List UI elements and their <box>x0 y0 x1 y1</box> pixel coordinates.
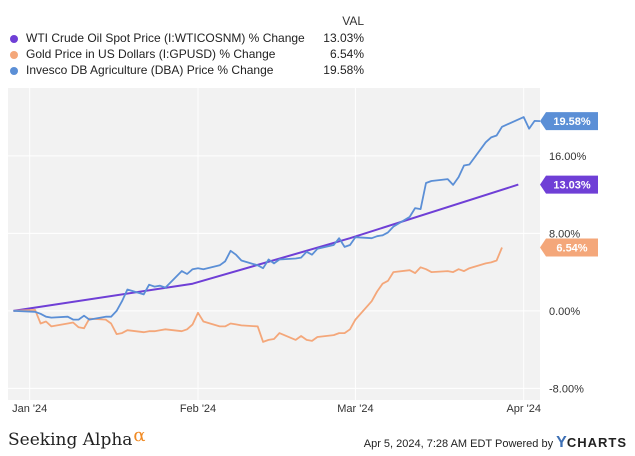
x-tick-label: Apr '24 <box>506 403 541 415</box>
y-tick-label: -8.00% <box>549 383 584 395</box>
brand-name: Seeking Alpha <box>8 430 133 450</box>
legend-label: Invesco DB Agriculture (DBA) Price % Cha… <box>26 63 274 77</box>
plot-area <box>8 88 540 400</box>
legend-item-dba[interactable]: Invesco DB Agriculture (DBA) Price % Cha… <box>8 63 368 79</box>
footer-credit: Apr 5, 2024, 7:28 AM EDT Powered by YCHA… <box>364 434 627 452</box>
legend-label: Gold Price in US Dollars (I:GPUSD) % Cha… <box>26 47 276 61</box>
legend-item-gold[interactable]: Gold Price in US Dollars (I:GPUSD) % Cha… <box>8 47 368 63</box>
timestamp: Apr 5, 2024, 7:28 AM EDT Powered by <box>363 438 554 450</box>
ycharts-logo-mark: Y <box>556 434 567 451</box>
alpha-symbol: α <box>133 425 146 446</box>
x-tick-label: Feb '24 <box>180 403 216 415</box>
end-value-tag: 19.58% <box>540 112 598 131</box>
ycharts-logo-text: CHARTS <box>566 435 627 450</box>
end-value-tag-bg <box>540 175 598 194</box>
series-line <box>13 116 541 321</box>
end-value-label: 19.58% <box>553 116 591 128</box>
series-line <box>13 247 503 343</box>
legend-value: 13.03% <box>323 31 364 45</box>
end-value-tag: 13.03% <box>540 175 598 194</box>
legend-header: VAL <box>342 14 364 28</box>
seeking-alpha-logo: Seeking Alphaα <box>8 425 146 450</box>
legend-value: 19.58% <box>323 63 364 77</box>
end-value-tag-bg <box>540 238 598 257</box>
end-value-tag: 6.54% <box>540 238 598 257</box>
legend-item-wti[interactable]: WTI Crude Oil Spot Price (I:WTICOSNM) % … <box>8 31 368 47</box>
gold-dot-icon <box>10 51 18 59</box>
end-value-label: 6.54% <box>556 242 587 254</box>
wti-dot-icon <box>10 35 18 43</box>
y-tick-label: 0.00% <box>549 306 580 318</box>
legend-value: 6.54% <box>329 47 364 61</box>
dba-dot-icon <box>10 67 18 75</box>
legend-label: WTI Crude Oil Spot Price (I:WTICOSNM) % … <box>26 31 305 45</box>
x-tick-label: Mar '24 <box>337 403 373 415</box>
end-value-label: 13.03% <box>553 180 591 192</box>
y-tick-label: 16.00% <box>549 151 587 163</box>
end-value-tag-bg <box>540 112 598 131</box>
x-tick-label: Jan '24 <box>12 403 47 415</box>
y-tick-label: 8.00% <box>549 228 580 240</box>
